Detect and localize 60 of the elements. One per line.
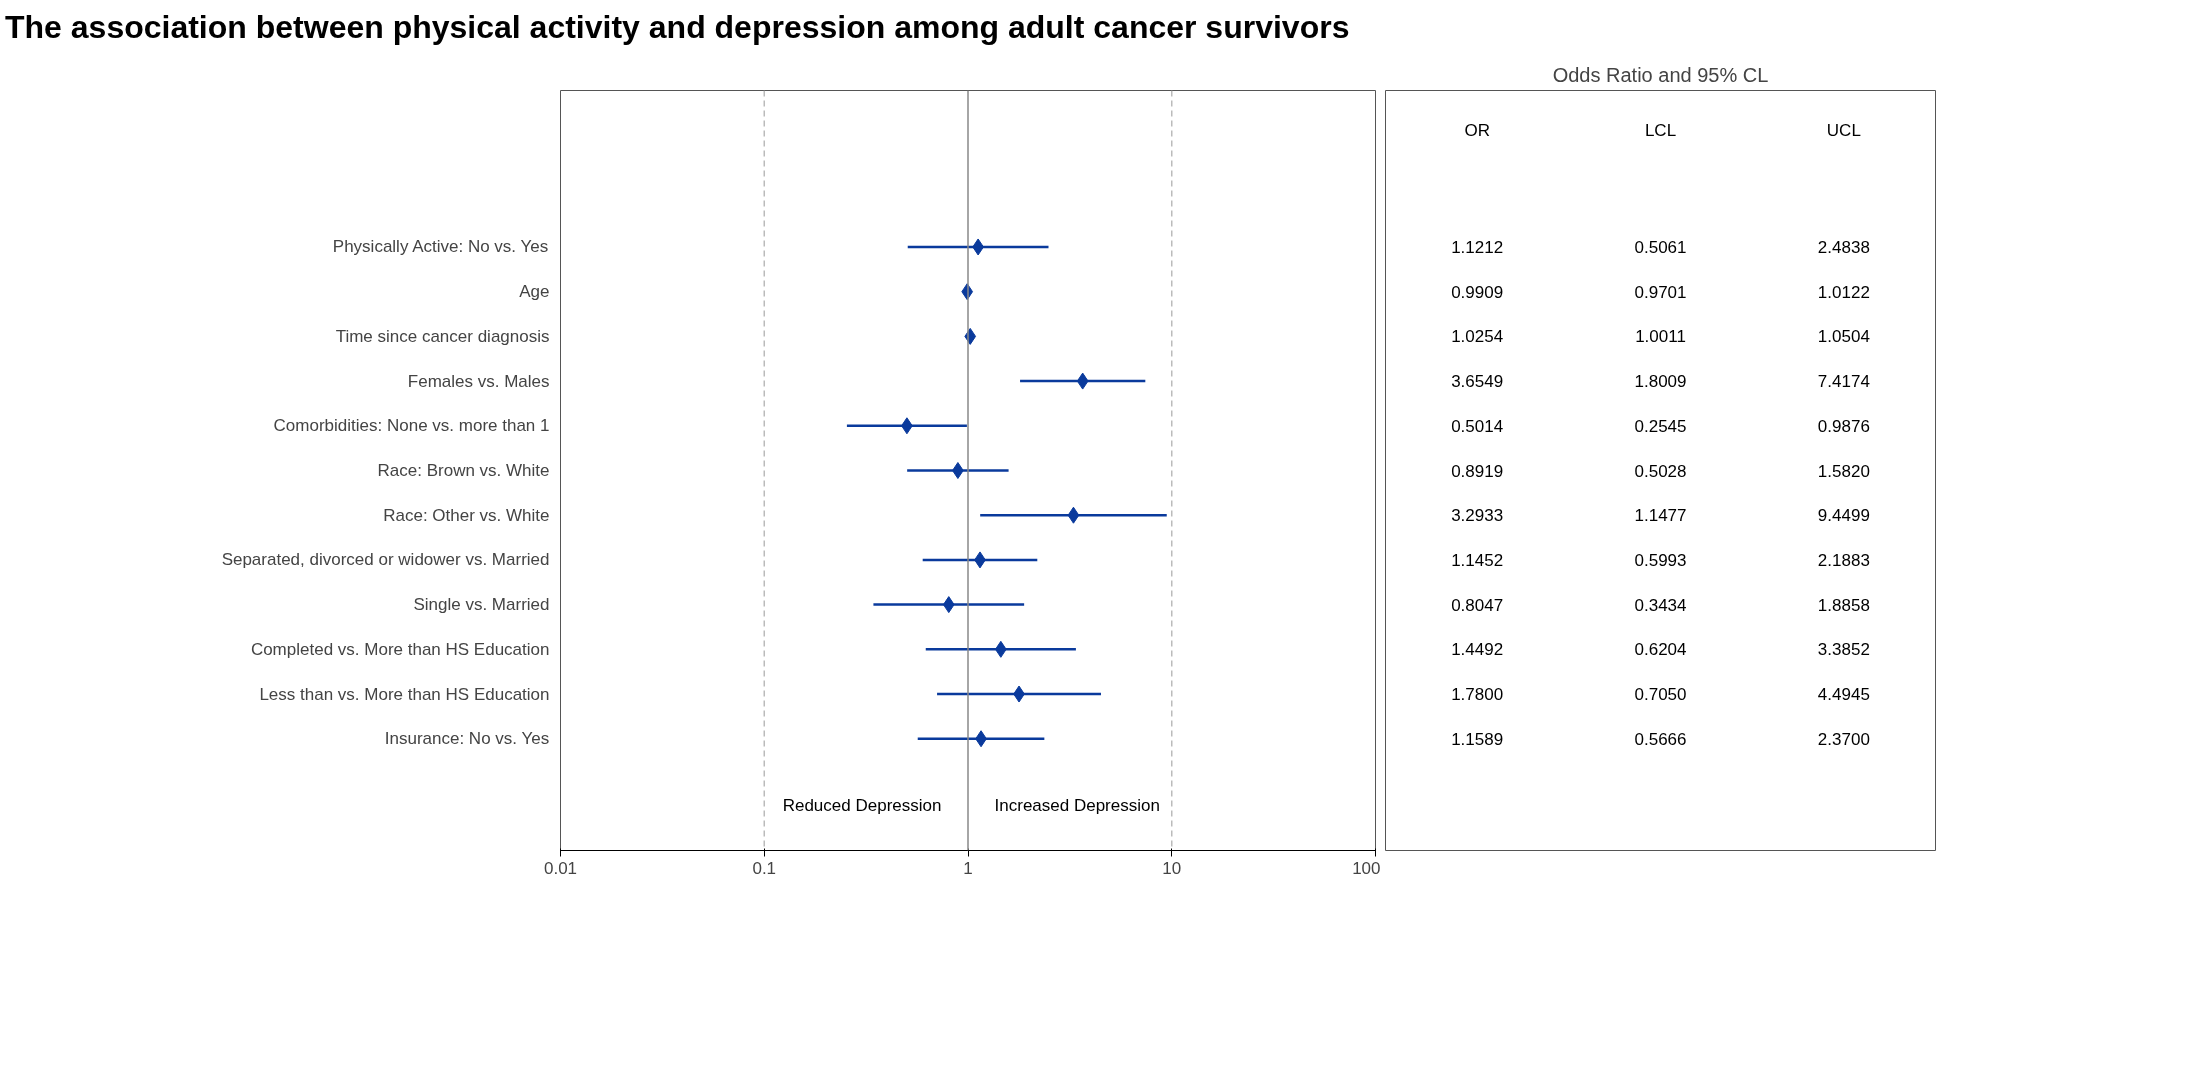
y-tick-label: Insurance: No vs. Yes	[384, 728, 550, 748]
text: 0.5993	[1634, 550, 1687, 570]
text: 7.4174	[1817, 371, 1870, 391]
text: 0.9701	[1634, 282, 1687, 302]
y-tick-label: Race: Brown vs. White	[377, 460, 550, 480]
text: 1.8858	[1817, 595, 1870, 615]
text: 0.2545	[1634, 416, 1687, 436]
y-tick-label: Separated, divorced or widower vs. Married	[221, 550, 550, 570]
data-label: 1.4492	[1451, 640, 1504, 660]
text: 1.1477	[1634, 505, 1687, 525]
y-tick-label: Females vs. Males	[407, 371, 550, 391]
x-tick-label: 0.01	[543, 858, 578, 878]
chart-title: The association between physical activity and depression among adult cancer survivors	[5, 8, 1350, 47]
data-label: 0.9909	[1451, 282, 1504, 302]
text: Odds Ratio and 95% CL	[1552, 63, 1769, 86]
text: 1.0122	[1817, 282, 1870, 302]
text: 9.4499	[1817, 505, 1870, 525]
y-tick-label: Race: Other vs. White	[383, 505, 550, 525]
text: 4.4945	[1817, 684, 1870, 704]
y-tick-label: Physically Active: No vs. Yes	[332, 237, 549, 257]
y-tick-label: Time since cancer diagnosis	[335, 326, 550, 346]
data-label: 1.0254	[1451, 327, 1504, 347]
data-label: 0.8047	[1451, 595, 1504, 615]
text: 0.5028	[1634, 461, 1687, 481]
text: 3.3852	[1817, 640, 1870, 660]
text: 2.1883	[1817, 550, 1870, 570]
x-tick-label: 0.1	[752, 858, 777, 878]
data-label: 1.1452	[1451, 550, 1504, 570]
text: Reduced Depression	[782, 796, 942, 815]
text: OR	[1464, 120, 1490, 140]
text: 0.9876	[1817, 416, 1870, 436]
text: 0.6204	[1634, 640, 1687, 660]
text: 1.0504	[1817, 327, 1870, 347]
text: 0.5061	[1634, 237, 1687, 257]
y-tick-label: Single vs. Married	[413, 594, 550, 614]
y-tick-label: Less than vs. More than HS Education	[259, 684, 550, 704]
x-tick-label: 1	[963, 858, 973, 878]
text: 1.5820	[1817, 461, 1870, 481]
text: 0.5666	[1634, 729, 1687, 749]
text: 2.4838	[1817, 237, 1870, 257]
data-label: 0.5014	[1451, 416, 1504, 436]
text: 1.8009	[1634, 371, 1687, 391]
data-label: 0.8919	[1451, 461, 1504, 481]
text: 0.7050	[1634, 684, 1687, 704]
text: 0.3434	[1634, 595, 1687, 615]
text: 1.0011	[1635, 327, 1686, 347]
text: Increased Depression	[994, 796, 1160, 815]
text: UCL	[1826, 120, 1861, 140]
data-label: 1.1212	[1451, 237, 1504, 257]
y-tick-label: Age	[519, 281, 550, 301]
data-label: 3.2933	[1451, 505, 1504, 525]
x-tick-label: 100	[1352, 858, 1381, 878]
x-tick-label: 10	[1162, 858, 1182, 878]
y-tick-label: Comorbidities: None vs. more than 1	[273, 416, 550, 435]
data-label: 1.1589	[1451, 729, 1504, 749]
text: LCL	[1644, 120, 1677, 140]
text: 2.3700	[1817, 729, 1870, 749]
data-label: 3.6549	[1451, 371, 1504, 391]
data-label: 1.7800	[1451, 684, 1504, 704]
y-tick-label: Completed vs. More than HS Education	[250, 639, 550, 659]
